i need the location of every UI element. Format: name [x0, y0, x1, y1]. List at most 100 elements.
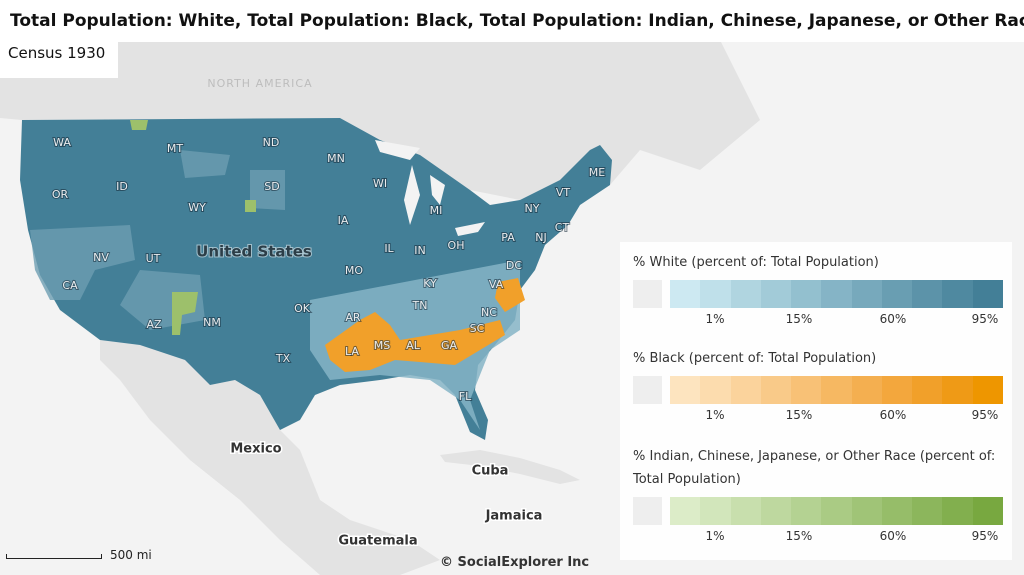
legend-swatch: [912, 280, 943, 308]
state-label: IA: [338, 214, 349, 227]
legend-tick-label: 1%: [705, 408, 725, 422]
legend-swatch: [881, 497, 913, 525]
legend-ticks: 1% 15% 60% 95%: [633, 308, 1008, 328]
legend-swatch: [730, 376, 762, 404]
state-label: FL: [459, 390, 472, 403]
cuba-land: [440, 450, 580, 484]
region-label: NORTH AMERICA: [207, 77, 312, 90]
legend-swatch: [851, 497, 883, 525]
state-label: PA: [501, 231, 515, 244]
legend-swatches: [633, 497, 1008, 525]
state-label: MS: [374, 339, 390, 352]
legend-tick-label: 60%: [879, 529, 907, 543]
legend: % White (percent of: Total Population) 1%…: [633, 251, 1008, 328]
legend-swatch: [972, 280, 1004, 308]
legend-swatch: [700, 280, 732, 308]
legend-tick-label: 15%: [785, 408, 813, 422]
legend-tick-label: 15%: [785, 312, 813, 326]
state-label: KY: [423, 277, 437, 290]
legend-swatch: [791, 376, 822, 404]
region-label: Mexico: [230, 442, 281, 457]
legend-tick-label: 60%: [879, 312, 907, 326]
state-label: CA: [62, 279, 78, 292]
state-label: LA: [345, 345, 359, 358]
state-label: WA: [53, 136, 71, 149]
state-label: NY: [525, 202, 540, 215]
title: Total Population: White, Total Populatio…: [0, 0, 1024, 42]
legend-tick-label: 95%: [971, 529, 999, 543]
legend-tick-label: 1%: [705, 529, 725, 543]
legend-tick-label: 15%: [785, 529, 813, 543]
no-data-swatch: [633, 376, 662, 404]
region-label: United States: [196, 243, 312, 261]
state-label: OK: [294, 302, 311, 315]
state-label: NJ: [535, 231, 546, 244]
legend-swatch: [821, 497, 853, 525]
state-label: ME: [589, 166, 605, 179]
state-label: OH: [448, 239, 465, 252]
state-label: NC: [481, 306, 497, 319]
state-label: MT: [167, 142, 183, 155]
state-label: NV: [93, 251, 109, 264]
legend-swatch: [760, 280, 792, 308]
black-majority-region: [325, 278, 525, 372]
legend-swatch: [700, 497, 732, 525]
legend-swatch: [670, 376, 701, 404]
legend-title: % Indian, Chinese, Japanese, or Other Ra…: [633, 449, 996, 487]
legend-title: % White (percent of: Total Population): [633, 255, 879, 270]
state-label: DC: [506, 259, 522, 272]
legend-title: % Black (percent of: Total Population): [633, 351, 877, 366]
state-label: VA: [489, 278, 504, 291]
region-label: Cuba: [472, 464, 509, 479]
legend-swatch: [942, 280, 974, 308]
state-label: CT: [555, 221, 570, 234]
legend-tick-label: 60%: [879, 408, 907, 422]
legend-ticks: 1% 15% 60% 95%: [633, 404, 1008, 424]
canada-land: [0, 40, 760, 200]
legend-swatch: [881, 376, 913, 404]
region-label: Guatemala: [338, 534, 417, 549]
legend-tick-label: 1%: [705, 312, 725, 326]
legend-ticks: 1% 15% 60% 95%: [633, 525, 1008, 545]
state-label: AL: [406, 339, 421, 352]
legend-swatch: [760, 376, 792, 404]
state-label: TN: [412, 299, 428, 312]
state-label: MN: [327, 152, 345, 165]
state-label: ND: [263, 136, 280, 149]
state-label: MI: [430, 204, 443, 217]
no-data-swatch: [633, 497, 662, 525]
other-race-region: [130, 120, 256, 335]
state-label: AZ: [146, 318, 162, 331]
legend-swatch: [791, 280, 822, 308]
state-label: WY: [188, 201, 206, 214]
no-data-swatch: [633, 280, 662, 308]
legend-swatch: [912, 376, 943, 404]
legend-tick-label: 95%: [971, 312, 999, 326]
legend-swatch: [912, 497, 943, 525]
legend-swatch: [821, 280, 853, 308]
legend-swatch: [851, 280, 883, 308]
state-label: ID: [116, 180, 128, 193]
state-label: SC: [470, 322, 485, 335]
legend-swatch: [670, 280, 701, 308]
legend-tick-label: 95%: [971, 408, 999, 422]
legend: % Indian, Chinese, Japanese, or Other Ra…: [633, 445, 1008, 545]
mexico-land: [100, 340, 440, 575]
legend-swatch: [972, 497, 1004, 525]
state-label: TX: [275, 352, 291, 365]
legend-swatches: [633, 376, 1008, 404]
state-label: SD: [264, 180, 279, 193]
legend-swatch: [760, 497, 792, 525]
state-label: IN: [414, 244, 425, 257]
state-label: GA: [441, 339, 458, 352]
legend-swatch: [730, 497, 762, 525]
legend-panel: % White (percent of: Total Population) 1%…: [620, 242, 1012, 560]
state-label: VT: [556, 186, 571, 199]
legend-swatch: [942, 376, 974, 404]
state-label: MO: [345, 264, 363, 277]
legend-swatch: [791, 497, 822, 525]
state-label: NM: [203, 316, 221, 329]
region-label: Jamaica: [485, 509, 543, 524]
